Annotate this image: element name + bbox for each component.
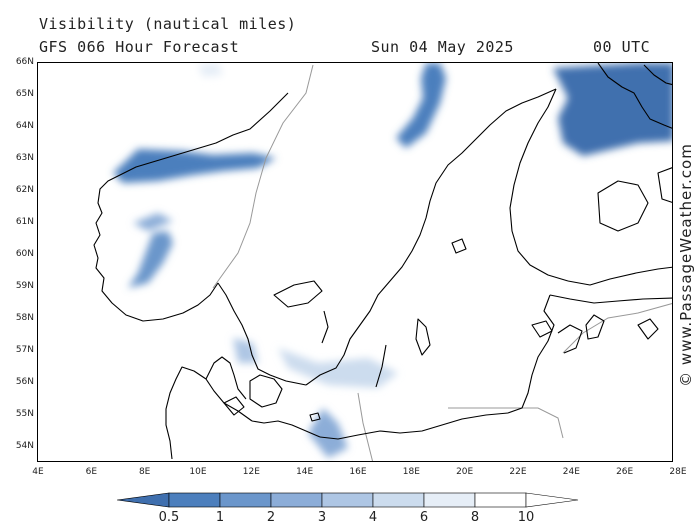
longitude-label: 6E (85, 467, 98, 477)
coast-finland-west (509, 88, 569, 282)
longitude-label: 12E (242, 467, 260, 477)
colorbar-low-arrow (117, 492, 170, 508)
visibility-area-norway-west (113, 149, 276, 183)
map-title: Visibility (nautical miles) (39, 15, 297, 33)
latitude-label: 61N (15, 217, 34, 227)
colorbar-label: 8 (470, 510, 480, 525)
visibility-area-gulf-bothnia-west (396, 63, 446, 148)
latitude-label: 64N (15, 121, 34, 131)
colorbar-label: 4 (368, 510, 378, 525)
coast-norway-west (93, 92, 289, 322)
national-borders (212, 64, 672, 461)
coast-sweden-east (305, 88, 557, 386)
border-germany-poland (357, 392, 374, 461)
colorbar-label: 10 (517, 510, 535, 525)
coast-fyn (223, 396, 245, 416)
longitude-label: 26E (616, 467, 634, 477)
longitude-label: 16E (349, 467, 367, 477)
visibility-shading (113, 63, 672, 458)
watermark-text: © www.PassageWeather.com (676, 143, 695, 387)
coast-denmark-islands (249, 374, 283, 408)
colorbar-label: 2 (266, 510, 276, 525)
coast-latvia-estonia-west (507, 294, 555, 414)
coast-lake-vattern (321, 310, 329, 344)
coast-lake-vanern (273, 280, 323, 308)
coast-poland (319, 412, 509, 440)
border-norway-sweden (212, 64, 314, 289)
longitude-label: 8E (138, 467, 151, 477)
coast-denmark-east (205, 356, 247, 400)
coast-germany (251, 420, 321, 438)
colorbar-cell (321, 492, 374, 508)
latitude-label: 60N (15, 249, 34, 259)
coast-lake-onega (657, 167, 672, 203)
visibility-area-kattegat (233, 338, 258, 363)
latitude-label: 62N (15, 185, 34, 195)
colorbar-cell (219, 492, 272, 508)
colorbar-cell (270, 492, 323, 508)
forecast-subtitle: GFS 066 Hour Forecast (39, 38, 240, 56)
coast-gulf-riga (557, 324, 583, 354)
latitude-label: 58N (15, 313, 34, 323)
longitude-label: 28E (669, 467, 687, 477)
coast-white-sea (597, 63, 672, 129)
coast-kola (643, 64, 672, 86)
coast-aland (451, 238, 467, 254)
colorbar-label: 0.5 (158, 510, 180, 525)
visibility-area-skagerrak (198, 63, 223, 77)
latitude-label: 56N (15, 377, 34, 387)
coast-oland (375, 344, 387, 388)
visibility-area-gulf-bothnia-north (553, 63, 672, 156)
latitude-label: 57N (15, 345, 34, 355)
colorbar-high-arrow (525, 492, 579, 508)
visibility-area-baltic-south (308, 408, 348, 458)
longitude-label: 10E (189, 467, 207, 477)
forecast-time: 00 UTC (593, 38, 651, 56)
latitude-label: 63N (15, 153, 34, 163)
colorbar-label: 3 (317, 510, 327, 525)
colorbar-label: 6 (419, 510, 429, 525)
longitude-label: 20E (456, 467, 474, 477)
passageweather-watermark: © www.PassageWeather.com (673, 70, 698, 460)
visibility-map (93, 63, 672, 461)
colorbar-cell (168, 492, 221, 508)
colorbar-cell (474, 492, 527, 508)
coast-bornholm (309, 412, 321, 422)
latitude-label: 55N (15, 409, 34, 419)
coast-gotland (415, 318, 431, 356)
longitude-label: 24E (562, 467, 580, 477)
coastlines (93, 63, 672, 460)
visibility-colorbar (117, 492, 579, 508)
coast-lake-peipus (585, 314, 605, 340)
coast-finland-south (567, 266, 672, 286)
latitude-label: 66N (15, 57, 34, 67)
latitude-label: 54N (15, 441, 34, 451)
border-poland-lithuania (508, 407, 564, 439)
visibility-area-norway-mid (133, 213, 173, 231)
coast-denmark-jutland (165, 366, 253, 460)
coast-estonia (549, 294, 672, 304)
latitude-label: 65N (15, 89, 34, 99)
coast-sweden-west (217, 282, 307, 386)
border-finland-russia (562, 303, 672, 354)
visibility-area-pomerania (278, 348, 398, 388)
coast-saaremaa (531, 320, 553, 338)
colorbar-cell (372, 492, 425, 508)
visibility-area-norway-south (128, 231, 173, 288)
coast-lithuania-lakes (637, 318, 659, 340)
colorbar-cell (423, 492, 476, 508)
longitude-label: 18E (402, 467, 420, 477)
longitude-label: 4E (32, 467, 44, 477)
latitude-label: 59N (15, 281, 34, 291)
colorbar-label: 1 (215, 510, 225, 525)
longitude-label: 22E (509, 467, 527, 477)
coast-lake-ladoga (597, 180, 649, 232)
longitude-label: 14E (296, 467, 314, 477)
forecast-date: Sun 04 May 2025 (371, 38, 514, 56)
map-panel (37, 62, 673, 462)
